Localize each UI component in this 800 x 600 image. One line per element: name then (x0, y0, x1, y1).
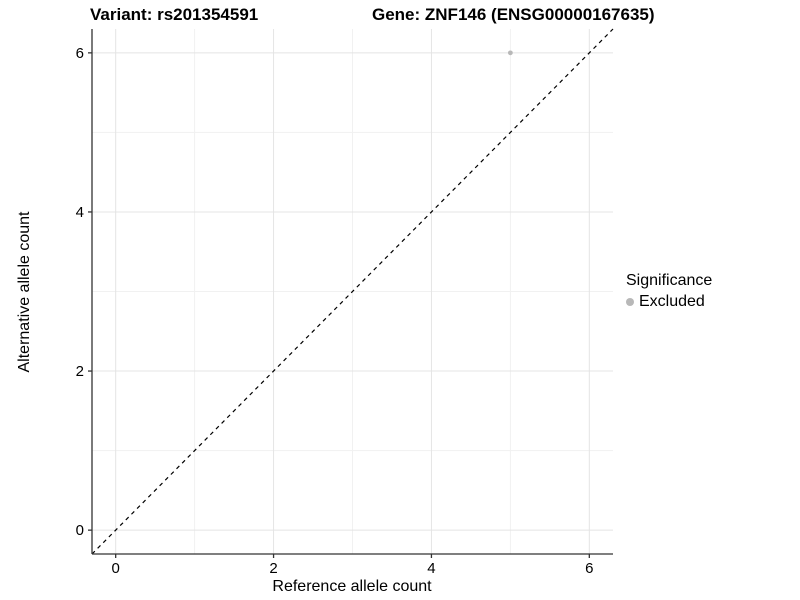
x-axis-title: Reference allele count (272, 578, 432, 595)
y-tick-label: 6 (76, 45, 84, 62)
y-tick-label: 0 (76, 522, 84, 539)
x-tick-label: 6 (585, 560, 593, 577)
y-axis-title: Alternative allele count (16, 211, 33, 373)
x-tick-label: 4 (427, 560, 435, 577)
x-tick-label: 0 (112, 560, 120, 577)
legend-point-icon (626, 298, 634, 306)
legend-item-label: Excluded (639, 293, 705, 310)
plot-title-gene: Gene: ZNF146 (ENSG00000167635) (372, 5, 655, 24)
legend: Significance Excluded (626, 272, 712, 311)
plot-title-variant: Variant: rs201354591 (90, 5, 259, 24)
identity-line (91, 28, 614, 555)
legend-item-excluded: Excluded (626, 293, 712, 311)
x-tick-label: 2 (269, 560, 277, 577)
legend-title: Significance (626, 272, 713, 289)
data-point (507, 50, 513, 56)
y-tick-label: 2 (76, 363, 84, 380)
y-tick-label: 4 (76, 204, 84, 221)
